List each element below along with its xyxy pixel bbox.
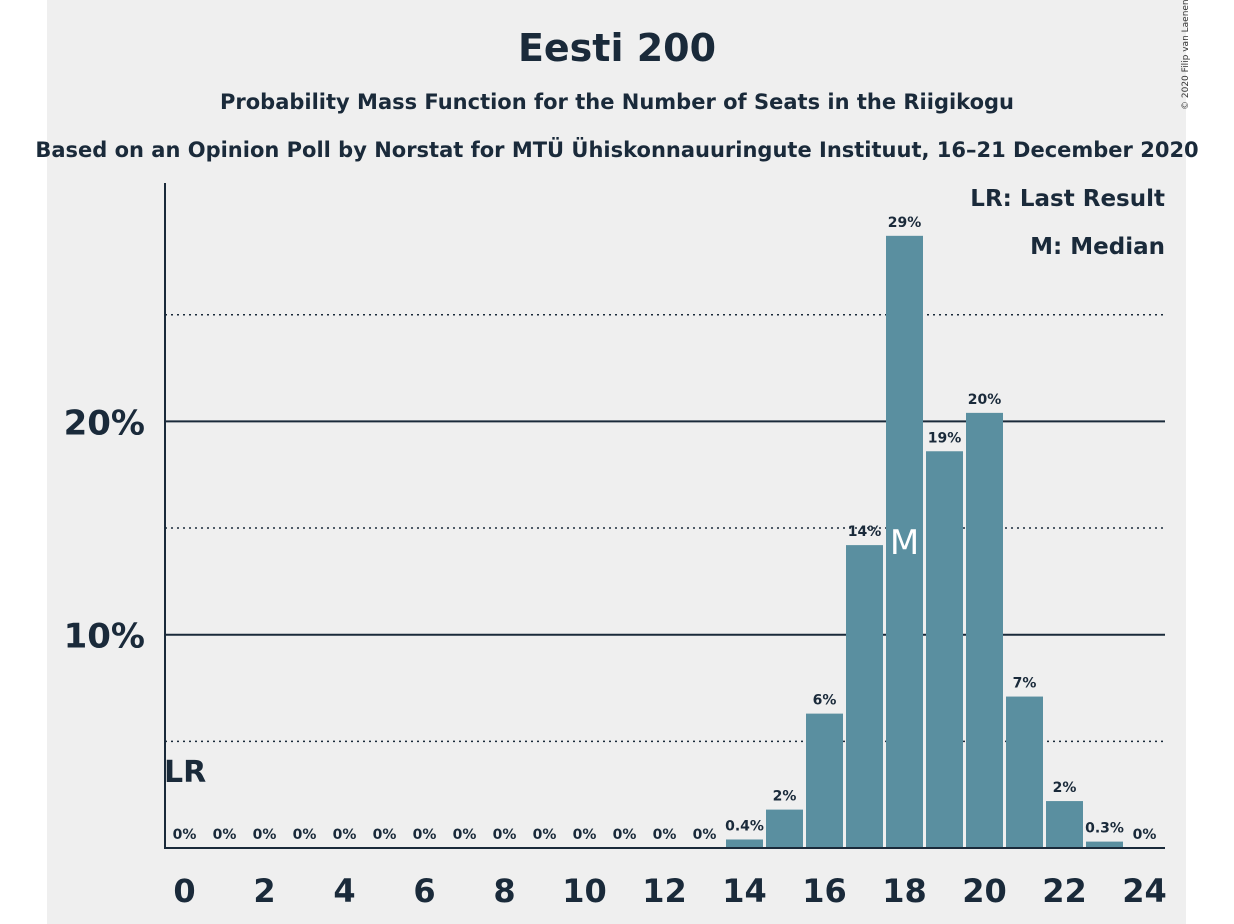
- bar: [806, 713, 843, 848]
- data-label: 0%: [653, 827, 677, 843]
- chart-subtitle: Probability Mass Function for the Number…: [220, 90, 1014, 114]
- data-label: 0%: [293, 827, 317, 843]
- legend-median: M: Median: [1030, 234, 1165, 260]
- data-label: 0%: [373, 827, 397, 843]
- data-label: 2%: [773, 789, 797, 805]
- bar: [1046, 801, 1083, 848]
- data-label: 20%: [968, 392, 1002, 408]
- data-label: 0%: [533, 827, 557, 843]
- x-tick-label: 4: [333, 872, 355, 910]
- x-tick-label: 22: [1042, 872, 1087, 910]
- data-label: 0.3%: [1085, 821, 1124, 837]
- x-tick-label: 12: [642, 872, 687, 910]
- data-label: 0%: [333, 827, 357, 843]
- last-result-marker: LR: [164, 755, 206, 790]
- bar: [1006, 696, 1043, 848]
- chart-caption: Based on an Opinion Poll by Norstat for …: [35, 138, 1199, 162]
- data-label: 29%: [888, 215, 922, 231]
- data-label: 0.4%: [725, 818, 764, 834]
- data-label: 0%: [613, 827, 637, 843]
- bar: [1086, 841, 1123, 848]
- x-tick-label: 0: [173, 872, 195, 910]
- x-tick-label: 24: [1122, 872, 1167, 910]
- x-tick-label: 8: [493, 872, 515, 910]
- data-label: 0%: [173, 827, 197, 843]
- median-marker: M: [890, 523, 919, 563]
- x-tick-label: 6: [413, 872, 435, 910]
- data-label: 7%: [1013, 676, 1037, 692]
- x-tick-label: 10: [562, 872, 607, 910]
- data-label: 0%: [573, 827, 597, 843]
- x-tick-label: 18: [882, 872, 927, 910]
- data-label: 0%: [413, 827, 437, 843]
- bar: [846, 545, 883, 848]
- bar: [966, 412, 1003, 848]
- bar: [886, 235, 923, 849]
- data-label: 0%: [1133, 827, 1157, 843]
- data-label: 2%: [1053, 780, 1077, 796]
- bar: [926, 451, 963, 848]
- data-label: 6%: [813, 693, 837, 709]
- data-label: 0%: [493, 827, 517, 843]
- y-tick-label: 10%: [64, 617, 145, 657]
- data-label: 19%: [928, 430, 962, 446]
- y-tick-label: 20%: [64, 403, 145, 443]
- data-label: 0%: [253, 827, 277, 843]
- bar: [766, 809, 803, 848]
- legend-last-result: LR: Last Result: [970, 186, 1165, 212]
- chart-title: Eesti 200: [517, 26, 717, 70]
- x-tick-label: 14: [722, 872, 767, 910]
- data-label: 0%: [693, 827, 717, 843]
- x-tick-label: 2: [253, 872, 275, 910]
- x-tick-label: 16: [802, 872, 847, 910]
- data-label: 0%: [213, 827, 237, 843]
- x-tick-label: 20: [962, 872, 1007, 910]
- data-label: 0%: [453, 827, 477, 843]
- bar: [726, 839, 763, 848]
- data-label: 14%: [848, 524, 882, 540]
